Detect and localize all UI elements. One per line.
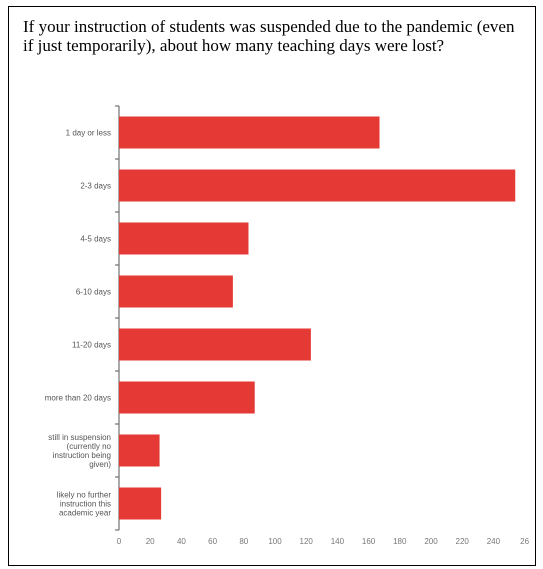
bar xyxy=(119,434,160,467)
category-label: likely no further instruction this academi… xyxy=(57,491,112,518)
x-tick-label: 160 xyxy=(362,537,376,546)
x-tick-label: 26 xyxy=(520,537,529,546)
category-label-line: still in suspension xyxy=(48,433,111,442)
bar xyxy=(119,328,311,361)
x-tick-label: 240 xyxy=(487,537,501,546)
x-tick-label: 40 xyxy=(177,537,186,546)
category-label-line: more than 20 days xyxy=(45,394,111,403)
category-label: 11-20 days xyxy=(72,341,111,350)
x-tick-label: 20 xyxy=(146,537,155,546)
category-label-line: 6-10 days xyxy=(76,288,111,297)
bar xyxy=(119,222,249,255)
x-tick-label: 100 xyxy=(268,537,282,546)
category-label-line: academic year xyxy=(59,509,111,518)
x-tick-label: 140 xyxy=(331,537,345,546)
x-tick-label: 220 xyxy=(456,537,470,546)
bar xyxy=(119,169,516,202)
x-tick-label: 0 xyxy=(117,537,122,546)
category-label: more than 20 days xyxy=(45,394,111,403)
bar xyxy=(119,381,255,414)
bar xyxy=(119,275,233,308)
category-label: still in suspension (currently no instruct… xyxy=(48,433,111,469)
bar xyxy=(119,116,380,149)
category-label-line: 11-20 days xyxy=(72,341,111,350)
x-tick-label: 200 xyxy=(424,537,438,546)
x-tick-label: 60 xyxy=(208,537,217,546)
category-label: 6-10 days xyxy=(76,288,111,297)
category-label-line: instruction being xyxy=(53,451,111,460)
category-label-line: instruction this xyxy=(60,500,111,509)
category-label-line: 2-3 days xyxy=(80,182,111,191)
category-label-line: (currently no xyxy=(67,442,112,451)
category-label-line: 4-5 days xyxy=(80,235,111,244)
x-tick-label: 80 xyxy=(239,537,248,546)
chart-card: If your instruction of students was susp… xyxy=(8,6,536,566)
category-label: 4-5 days xyxy=(80,235,111,244)
category-label-line: likely no further xyxy=(57,491,112,500)
category-label: 2-3 days xyxy=(80,182,111,191)
bar xyxy=(119,487,162,520)
category-label: 1 day or less xyxy=(66,129,111,138)
category-label-line: 1 day or less xyxy=(66,129,111,138)
question-title: If your instruction of students was susp… xyxy=(23,17,515,55)
x-tick-label: 180 xyxy=(393,537,407,546)
x-tick-label: 120 xyxy=(300,537,314,546)
category-label-line: given) xyxy=(89,460,111,469)
